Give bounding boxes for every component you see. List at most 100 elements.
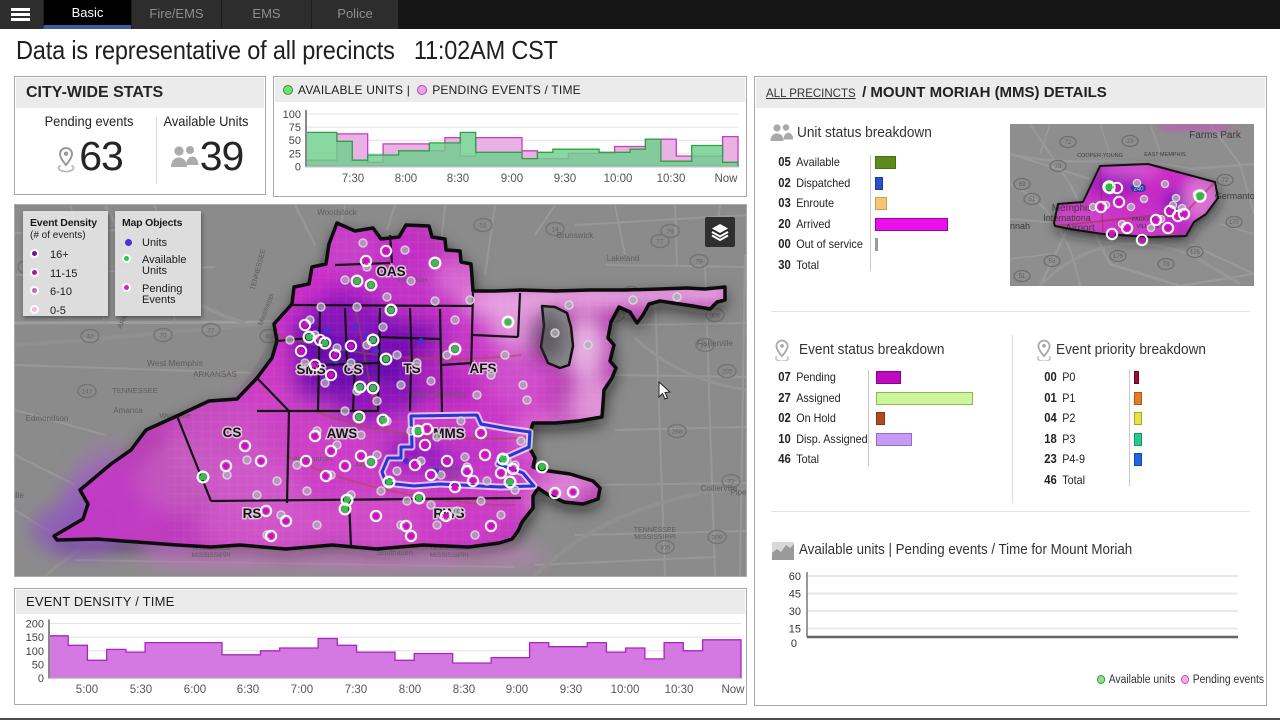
svg-text:77: 77 bbox=[656, 239, 664, 246]
svg-text:ARKANSAS: ARKANSAS bbox=[193, 370, 237, 379]
svg-text:TENNESSEE: TENNESSEE bbox=[112, 386, 157, 395]
svg-text:10:30: 10:30 bbox=[657, 173, 686, 185]
svg-text:147: 147 bbox=[82, 389, 93, 396]
svg-text:9:00: 9:00 bbox=[506, 684, 528, 696]
svg-text:100: 100 bbox=[283, 109, 301, 121]
svg-text:51: 51 bbox=[1019, 274, 1026, 280]
svg-text:PARKWAY: PARKWAY bbox=[1132, 217, 1159, 223]
svg-text:CS: CS bbox=[223, 425, 242, 440]
svg-text:Now: Now bbox=[721, 684, 745, 696]
svg-text:45: 45 bbox=[789, 589, 801, 601]
svg-text:9:00: 9:00 bbox=[501, 173, 523, 185]
svg-text:79: 79 bbox=[666, 229, 674, 236]
svg-text:EAST MEMPHIS: EAST MEMPHIS bbox=[1144, 152, 1186, 158]
svg-text:Woodstock: Woodstock bbox=[317, 208, 357, 217]
svg-text:Pipert: Pipert bbox=[731, 488, 746, 497]
svg-text:305: 305 bbox=[710, 313, 721, 320]
svg-text:PARKWAY: PARKWAY bbox=[433, 467, 462, 473]
svg-text:Germantow: Germantow bbox=[1215, 191, 1254, 201]
svg-text:309: 309 bbox=[712, 535, 723, 542]
svg-text:15: 15 bbox=[789, 624, 801, 636]
svg-text:RS: RS bbox=[243, 506, 262, 521]
svg-text:8:30: 8:30 bbox=[453, 684, 475, 696]
svg-text:yville: yville bbox=[15, 491, 24, 500]
svg-text:51: 51 bbox=[479, 223, 487, 230]
svg-text:50: 50 bbox=[289, 135, 301, 147]
svg-text:MISSISSIPPI: MISSISSIPPI bbox=[430, 552, 469, 559]
svg-text:79: 79 bbox=[695, 259, 703, 266]
svg-text:Amanca: Amanca bbox=[113, 406, 143, 415]
svg-text:176: 176 bbox=[1113, 254, 1124, 260]
svg-text:7:30: 7:30 bbox=[345, 684, 367, 696]
svg-text:205: 205 bbox=[722, 369, 733, 376]
svg-text:175: 175 bbox=[1190, 250, 1201, 256]
svg-text:100: 100 bbox=[26, 646, 44, 658]
svg-text:25: 25 bbox=[289, 148, 301, 160]
svg-text:6:30: 6:30 bbox=[237, 684, 259, 696]
svg-text:Lakeland: Lakeland bbox=[607, 254, 639, 263]
svg-text:VILLAGE: VILLAGE bbox=[434, 474, 459, 480]
svg-text:Nonconnah: Nonconnah bbox=[294, 454, 332, 463]
svg-text:8:00: 8:00 bbox=[395, 173, 417, 185]
svg-text:55: 55 bbox=[1049, 259, 1056, 265]
svg-text:10:00: 10:00 bbox=[611, 684, 640, 696]
svg-text:Brunswick: Brunswick bbox=[557, 231, 594, 240]
svg-text:240: 240 bbox=[1133, 187, 1144, 193]
svg-text:10:30: 10:30 bbox=[665, 684, 694, 696]
svg-text:Airport: Airport bbox=[1065, 223, 1095, 234]
svg-text:10:00: 10:00 bbox=[604, 173, 633, 185]
svg-text:75: 75 bbox=[289, 122, 301, 134]
svg-text:West Memphis: West Memphis bbox=[147, 358, 203, 368]
svg-text:EAST MEMPHIS: EAST MEMPHIS bbox=[413, 392, 466, 399]
svg-text:200: 200 bbox=[26, 619, 44, 631]
svg-text:70: 70 bbox=[159, 333, 167, 340]
svg-text:50: 50 bbox=[32, 659, 44, 671]
svg-text:Internationa: Internationa bbox=[1043, 213, 1091, 223]
svg-text:51: 51 bbox=[1029, 197, 1036, 203]
svg-text:7:30: 7:30 bbox=[342, 173, 364, 185]
svg-text:14: 14 bbox=[551, 227, 559, 234]
svg-text:8:00: 8:00 bbox=[399, 684, 421, 696]
svg-text:9:30: 9:30 bbox=[554, 173, 576, 185]
svg-text:5:30: 5:30 bbox=[130, 684, 152, 696]
svg-text:TENNESSEE: TENNESSEE bbox=[429, 545, 469, 552]
svg-text:Farms Park: Farms Park bbox=[1189, 130, 1242, 141]
svg-text:40: 40 bbox=[86, 334, 94, 341]
svg-text:COOPER-YOUNG: COOPER-YOUNG bbox=[1077, 153, 1123, 159]
svg-text:69: 69 bbox=[1019, 182, 1026, 188]
svg-text:Now: Now bbox=[714, 173, 738, 185]
svg-text:0: 0 bbox=[791, 638, 797, 650]
svg-text:Edmondson: Edmondson bbox=[26, 414, 69, 423]
svg-text:TENNESSEE: TENNESSEE bbox=[634, 527, 677, 534]
svg-text:40: 40 bbox=[265, 334, 273, 341]
svg-text:nnah: nnah bbox=[1010, 221, 1030, 231]
svg-text:30: 30 bbox=[789, 606, 801, 618]
svg-text:0: 0 bbox=[295, 162, 301, 174]
svg-text:MISSISSIPPI: MISSISSIPPI bbox=[192, 552, 231, 559]
svg-text:177: 177 bbox=[1229, 220, 1240, 226]
svg-text:Memphis: Memphis bbox=[1052, 203, 1093, 214]
svg-text:0: 0 bbox=[38, 673, 44, 685]
svg-text:268: 268 bbox=[672, 429, 683, 436]
svg-text:78: 78 bbox=[1163, 262, 1170, 268]
svg-text:7:00: 7:00 bbox=[291, 684, 313, 696]
svg-text:72: 72 bbox=[1065, 140, 1072, 146]
svg-text:60: 60 bbox=[789, 571, 801, 583]
svg-text:8:30: 8:30 bbox=[447, 173, 469, 185]
svg-text:AWS: AWS bbox=[327, 426, 358, 441]
svg-text:5:00: 5:00 bbox=[76, 684, 98, 696]
svg-text:Southaven: Southaven bbox=[377, 548, 413, 557]
svg-text:77: 77 bbox=[207, 328, 215, 335]
svg-text:Airport: Airport bbox=[355, 462, 376, 469]
svg-text:78: 78 bbox=[1055, 164, 1062, 170]
svg-text:6:00: 6:00 bbox=[184, 684, 206, 696]
svg-text:Collierville: Collierville bbox=[701, 484, 738, 493]
svg-text:Fisherville: Fisherville bbox=[697, 339, 734, 348]
svg-text:193: 193 bbox=[700, 343, 711, 350]
svg-text:23: 23 bbox=[1127, 139, 1134, 145]
svg-text:OAS: OAS bbox=[376, 264, 405, 279]
svg-text:9:30: 9:30 bbox=[560, 684, 582, 696]
svg-text:MISSISSIPPI: MISSISSIPPI bbox=[634, 534, 676, 541]
svg-text:72: 72 bbox=[1222, 178, 1229, 184]
svg-text:305: 305 bbox=[660, 545, 671, 552]
